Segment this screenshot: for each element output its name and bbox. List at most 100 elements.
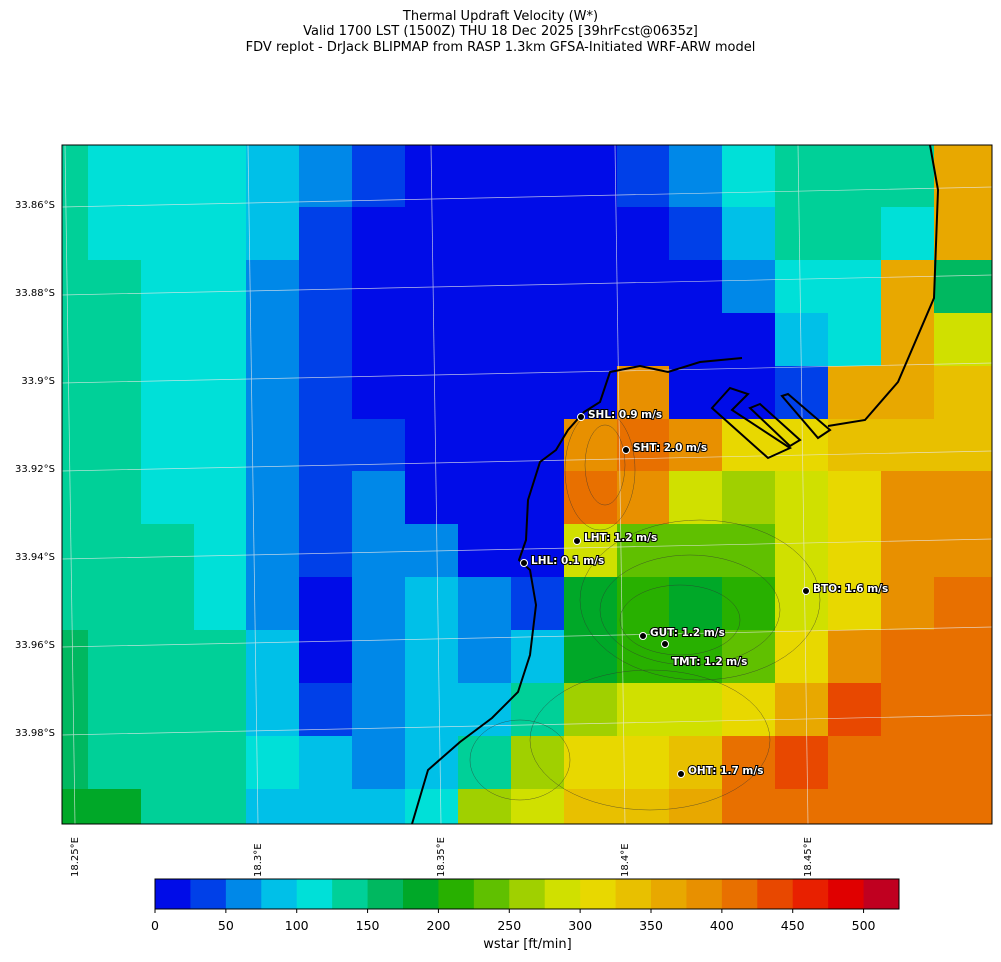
- grid-cell: [881, 145, 935, 208]
- grid-cell: [511, 683, 565, 737]
- grid-cell: [828, 419, 882, 472]
- grid-cell: [194, 736, 247, 790]
- lon-tick-label: 18.45°E: [803, 837, 814, 877]
- grid-cell: [828, 313, 882, 367]
- lon-tick-label: 18.35°E: [436, 837, 447, 877]
- grid-cell: [669, 736, 723, 790]
- grid-cell: [299, 736, 353, 790]
- grid-cell: [828, 683, 882, 737]
- grid-cell: [194, 524, 247, 578]
- colorbar-label: wstar [ft/min]: [483, 937, 572, 952]
- lon-tick-label: 18.3°E: [253, 843, 264, 877]
- grid-cell: [934, 145, 993, 208]
- grid-cell: [934, 419, 993, 472]
- colorbar-swatch: [580, 879, 617, 909]
- lat-tick-label: 33.96°S: [15, 640, 55, 651]
- grid-cell: [405, 471, 459, 525]
- grid-cell: [934, 207, 993, 261]
- station-label: GUT: 1.2 m/s: [650, 627, 725, 639]
- plot-frame: [61, 144, 993, 825]
- grid-cell: [617, 419, 670, 472]
- grid-cell: [722, 207, 776, 261]
- grid-cell: [564, 471, 618, 525]
- grid-cell: [881, 207, 935, 261]
- station-marker: [577, 413, 585, 421]
- grid-cell: [299, 789, 353, 825]
- grid-cell: [194, 207, 247, 261]
- grid-cell: [775, 789, 829, 825]
- grid-cell: [934, 366, 993, 420]
- grid-cell: [194, 577, 247, 631]
- grid-cell: [246, 471, 300, 525]
- grid-cell: [194, 789, 247, 825]
- grid-cell: [722, 419, 776, 472]
- station-label: SHT: 2.0 m/s: [633, 442, 707, 454]
- grid-cell: [88, 260, 142, 314]
- grid-cell: [511, 260, 565, 314]
- grid-cell: [458, 313, 512, 367]
- coastline: [411, 144, 940, 825]
- grid-cell: [458, 471, 512, 525]
- grid-cell: [617, 683, 670, 737]
- grid-cell: [62, 366, 89, 420]
- station-marker: [802, 587, 810, 595]
- grid-cell: [564, 207, 618, 261]
- meridian-line: [614, 144, 626, 825]
- parallel-line: [61, 714, 993, 736]
- grid-cell: [141, 736, 195, 790]
- grid-cell: [828, 145, 882, 208]
- grid-cell: [352, 366, 406, 420]
- grid-cell: [617, 524, 670, 578]
- colorbar-swatch: [651, 879, 687, 909]
- grid-cell: [775, 471, 829, 525]
- grid-cell: [352, 145, 406, 208]
- grid-cell: [88, 419, 142, 472]
- grid-cell: [458, 789, 512, 825]
- grid-cell: [722, 524, 776, 578]
- grid-cell: [458, 524, 512, 578]
- lon-tick-label: 18.25°E: [70, 837, 81, 877]
- grid-cell: [352, 789, 406, 825]
- grid-cell: [62, 419, 89, 472]
- grid-cell: [934, 789, 993, 825]
- grid-cell: [669, 207, 723, 261]
- grid-cell: [458, 145, 512, 208]
- colorbar-swatch: [721, 879, 758, 909]
- grid-cell: [458, 260, 512, 314]
- grid-cell: [299, 313, 353, 367]
- grid-cell: [934, 577, 993, 631]
- grid-cell: [617, 471, 670, 525]
- meridian-line: [797, 144, 809, 825]
- grid-cell: [722, 789, 776, 825]
- grid-cell: [669, 683, 723, 737]
- stations: SHL: 0.9 m/s SHT: 2.0 m/s LHT: 1.2 m/s LHL:…: [520, 408, 889, 778]
- grid-cell: [511, 207, 565, 261]
- grid-cell: [141, 789, 195, 825]
- grid-cell: [246, 736, 300, 790]
- grid-cell: [881, 630, 935, 684]
- grid-cell: [564, 260, 618, 314]
- grid-cell: [352, 524, 406, 578]
- colorbar-swatch: [367, 879, 404, 909]
- grid-cell: [194, 313, 247, 367]
- grid-cell: [62, 577, 89, 631]
- station-marker: [677, 770, 685, 778]
- grid-cell: [511, 736, 565, 790]
- grid-cell: [88, 630, 142, 684]
- grid-cell: [352, 207, 406, 261]
- grid-cell: [828, 260, 882, 314]
- colorbar-tick-label: 50: [217, 918, 234, 933]
- meridian-line: [247, 144, 259, 825]
- graticule: [61, 144, 993, 825]
- colorbar-swatch: [438, 879, 475, 909]
- grid-cell: [141, 207, 195, 261]
- colorbar-swatch: [615, 879, 652, 909]
- grid-cell: [511, 577, 565, 631]
- grid-cell: [299, 524, 353, 578]
- grid-cell: [775, 145, 829, 208]
- lat-tick-label: 33.86°S: [15, 200, 55, 211]
- grid-cell: [564, 145, 618, 208]
- grid-cell: [934, 683, 993, 737]
- grid-cell: [458, 630, 512, 684]
